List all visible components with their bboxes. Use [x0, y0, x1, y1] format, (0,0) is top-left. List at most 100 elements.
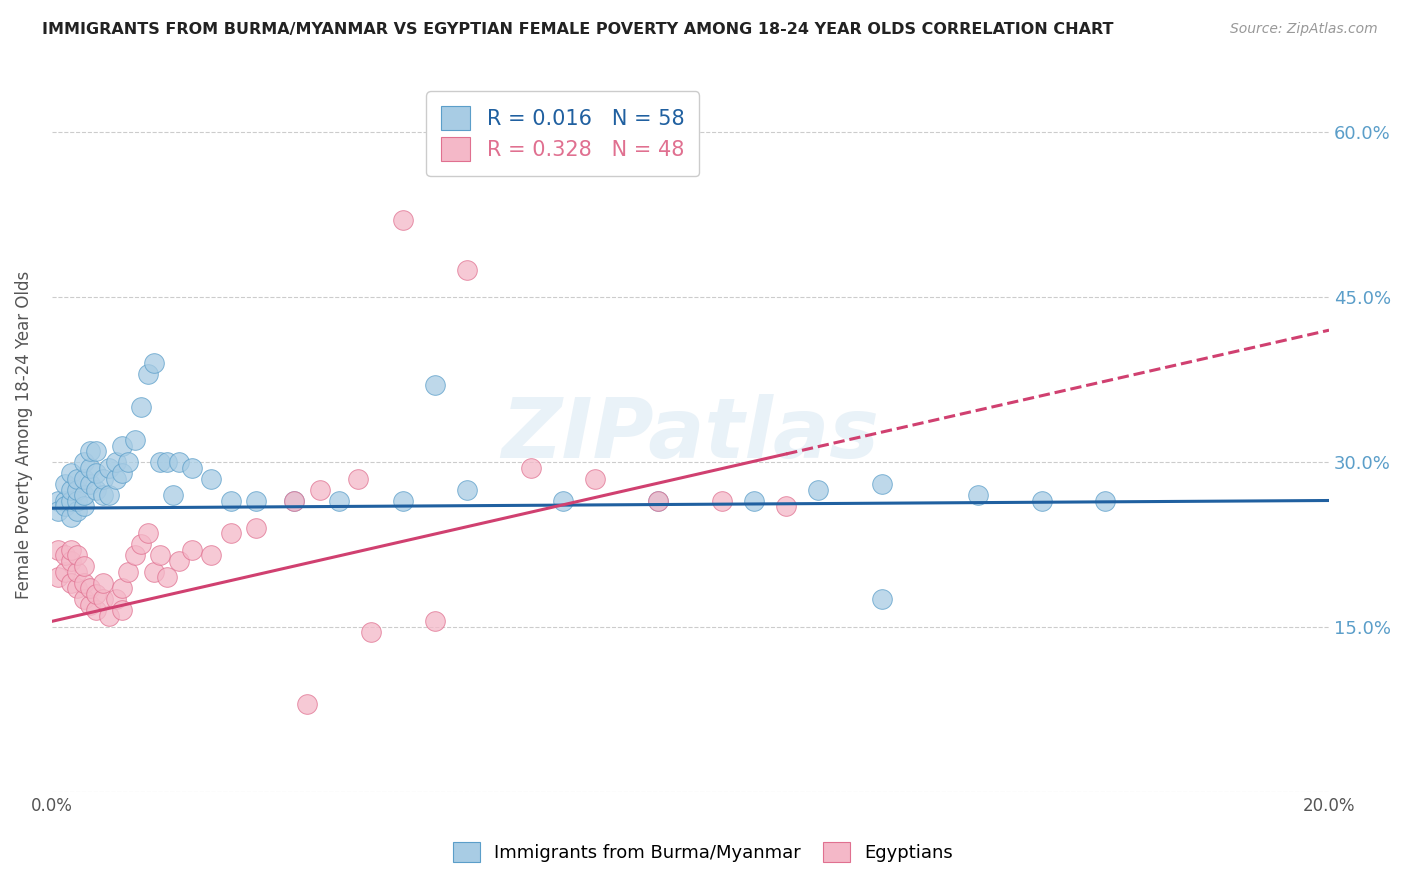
Point	[66, 565, 89, 579]
Point	[53, 549, 76, 563]
Point	[91, 488, 114, 502]
Point	[53, 565, 76, 579]
Point	[91, 592, 114, 607]
Point	[169, 554, 191, 568]
Point	[117, 565, 139, 579]
Point	[200, 471, 222, 485]
Point	[149, 549, 172, 563]
Point	[129, 537, 152, 551]
Point	[59, 493, 82, 508]
Point	[66, 493, 89, 508]
Point	[142, 565, 165, 579]
Point	[647, 493, 669, 508]
Point	[966, 488, 988, 502]
Point	[149, 455, 172, 469]
Point	[111, 466, 134, 480]
Point	[86, 483, 108, 497]
Point	[91, 575, 114, 590]
Point	[111, 439, 134, 453]
Point	[162, 488, 184, 502]
Point	[775, 499, 797, 513]
Point	[79, 598, 101, 612]
Point	[66, 483, 89, 497]
Point	[59, 543, 82, 558]
Legend: R = 0.016   N = 58, R = 0.328   N = 48: R = 0.016 N = 58, R = 0.328 N = 48	[426, 91, 699, 176]
Point	[104, 455, 127, 469]
Text: Source: ZipAtlas.com: Source: ZipAtlas.com	[1230, 22, 1378, 37]
Point	[283, 493, 305, 508]
Point	[711, 493, 734, 508]
Point	[73, 471, 96, 485]
Point	[111, 603, 134, 617]
Point	[66, 549, 89, 563]
Point	[360, 625, 382, 640]
Point	[181, 460, 204, 475]
Point	[46, 543, 69, 558]
Point	[91, 471, 114, 485]
Point	[807, 483, 830, 497]
Point	[456, 483, 478, 497]
Point	[86, 603, 108, 617]
Text: ZIPatlas: ZIPatlas	[502, 394, 879, 475]
Point	[124, 433, 146, 447]
Point	[73, 559, 96, 574]
Point	[59, 483, 82, 497]
Point	[551, 493, 574, 508]
Point	[392, 493, 415, 508]
Point	[59, 466, 82, 480]
Point	[456, 262, 478, 277]
Point	[104, 592, 127, 607]
Point	[283, 493, 305, 508]
Point	[46, 493, 69, 508]
Point	[124, 549, 146, 563]
Point	[870, 477, 893, 491]
Point	[169, 455, 191, 469]
Point	[104, 471, 127, 485]
Point	[309, 483, 332, 497]
Point	[647, 493, 669, 508]
Point	[392, 213, 415, 227]
Point	[66, 504, 89, 518]
Point	[73, 592, 96, 607]
Point	[1031, 493, 1053, 508]
Point	[46, 504, 69, 518]
Point	[117, 455, 139, 469]
Point	[142, 356, 165, 370]
Point	[59, 554, 82, 568]
Text: IMMIGRANTS FROM BURMA/MYANMAR VS EGYPTIAN FEMALE POVERTY AMONG 18-24 YEAR OLDS C: IMMIGRANTS FROM BURMA/MYANMAR VS EGYPTIA…	[42, 22, 1114, 37]
Point	[66, 471, 89, 485]
Point	[423, 378, 446, 392]
Point	[59, 510, 82, 524]
Point	[328, 493, 350, 508]
Point	[73, 488, 96, 502]
Point	[73, 499, 96, 513]
Point	[53, 499, 76, 513]
Point	[519, 460, 541, 475]
Point	[86, 587, 108, 601]
Point	[219, 526, 242, 541]
Point	[136, 367, 159, 381]
Point	[98, 608, 121, 623]
Point	[129, 400, 152, 414]
Point	[181, 543, 204, 558]
Point	[245, 493, 267, 508]
Point	[46, 570, 69, 584]
Point	[66, 582, 89, 596]
Point	[86, 444, 108, 458]
Point	[742, 493, 765, 508]
Point	[73, 575, 96, 590]
Point	[219, 493, 242, 508]
Point	[423, 615, 446, 629]
Legend: Immigrants from Burma/Myanmar, Egyptians: Immigrants from Burma/Myanmar, Egyptians	[446, 835, 960, 870]
Point	[200, 549, 222, 563]
Point	[295, 697, 318, 711]
Point	[870, 592, 893, 607]
Point	[245, 521, 267, 535]
Point	[156, 570, 179, 584]
Point	[73, 455, 96, 469]
Point	[79, 444, 101, 458]
Point	[583, 471, 606, 485]
Point	[1094, 493, 1116, 508]
Point	[53, 477, 76, 491]
Point	[98, 460, 121, 475]
